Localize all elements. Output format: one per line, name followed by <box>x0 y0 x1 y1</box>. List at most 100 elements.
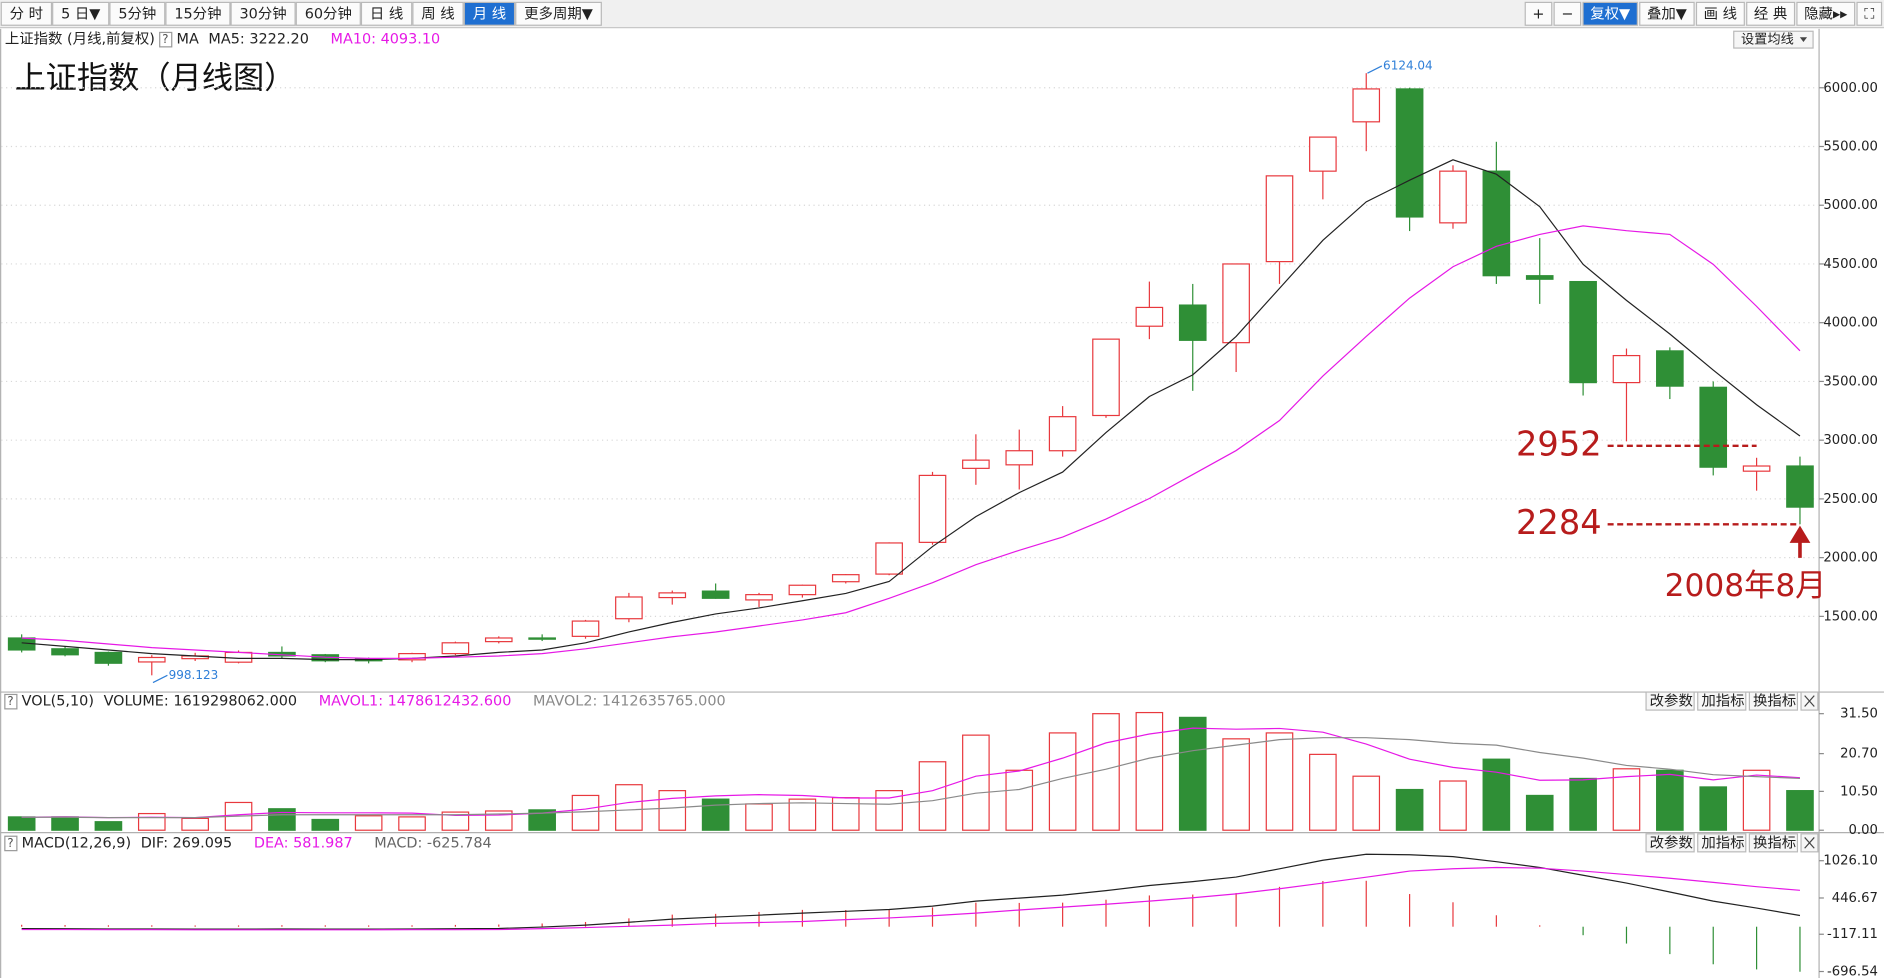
panel-button[interactable] <box>1748 691 1799 711</box>
candle-body <box>1178 304 1207 341</box>
period-button-label[interactable]: 周 线 <box>421 5 454 22</box>
panel-button[interactable] <box>1645 691 1695 711</box>
volume-bar <box>51 816 79 831</box>
period-button-label[interactable]: 更多周期▼ <box>524 5 594 22</box>
candle-body <box>1656 350 1684 387</box>
legend-entry: MAVOL2: 1412635765.000 <box>533 694 726 710</box>
candle-body <box>962 459 990 469</box>
period-button[interactable] <box>165 1 231 26</box>
legend-entry: DEA: 581.987 <box>254 835 353 851</box>
candle-body <box>701 590 730 599</box>
chart-subtitle: 上证指数 (月线,前复权) <box>5 30 155 48</box>
tool-button-label[interactable]: 画 线 <box>1704 5 1737 22</box>
panel-button[interactable] <box>1697 833 1747 853</box>
tool-button[interactable] <box>1695 1 1745 26</box>
volume-bar <box>7 816 36 831</box>
candle-body <box>1092 338 1120 417</box>
tool-button-label[interactable]: + <box>1532 6 1544 22</box>
ma-settings-label[interactable]: 设置均线 <box>1741 32 1794 48</box>
volume-bar <box>1569 777 1597 831</box>
help-box[interactable] <box>4 835 18 852</box>
indicator-line <box>21 866 1801 931</box>
period-button-label[interactable]: 分 时 <box>10 5 43 22</box>
volume-bar <box>484 810 513 831</box>
period-button-label[interactable]: 15分钟 <box>174 5 221 22</box>
panel-button-label[interactable]: 加指标 <box>1701 693 1744 710</box>
help-mark[interactable]: ? <box>162 32 168 46</box>
panel-button-label[interactable]: 改参数 <box>1650 693 1693 710</box>
candle-body <box>1135 306 1164 327</box>
volume-bar <box>1482 758 1511 831</box>
tool-button[interactable] <box>1524 1 1553 26</box>
candle-body <box>1352 88 1381 123</box>
y-tick-label: 446.67 <box>1832 891 1878 906</box>
ma-settings-button[interactable] <box>1733 30 1814 49</box>
panel-button-label[interactable]: 换指标 <box>1753 834 1796 851</box>
tool-button-label[interactable]: ⛶ <box>1864 6 1874 22</box>
volume-bar <box>398 816 426 831</box>
panel-button[interactable] <box>1645 833 1695 853</box>
period-button-label[interactable]: 60分钟 <box>305 5 352 22</box>
period-button-label[interactable]: 30分钟 <box>240 5 287 22</box>
tool-button-label[interactable]: 复权▼ <box>1590 4 1631 22</box>
panel-button-label[interactable]: 改参数 <box>1650 834 1693 851</box>
period-button[interactable] <box>295 1 361 26</box>
volume-bar <box>441 811 470 831</box>
tool-button[interactable] <box>1796 1 1856 26</box>
y-tick-label: 5500.00 <box>1823 139 1878 154</box>
panel-button-label[interactable]: 换指标 <box>1753 693 1796 710</box>
volume-bar <box>1612 768 1641 831</box>
candle-body <box>1525 275 1554 280</box>
volume-bar <box>1352 775 1381 831</box>
note-arrow <box>1789 525 1811 558</box>
tool-button[interactable] <box>1746 1 1796 26</box>
volume-bar <box>311 818 340 831</box>
help-mark[interactable]: ? <box>7 836 13 850</box>
period-button-label[interactable]: 月 线 <box>473 5 506 22</box>
indicator-line <box>21 727 1801 819</box>
period-button[interactable] <box>360 1 413 26</box>
candle-body <box>1309 136 1337 172</box>
period-button[interactable] <box>230 1 296 26</box>
volume-bar <box>1005 769 1034 831</box>
period-button-label[interactable]: 5 日▼ <box>61 6 101 22</box>
panel-button[interactable] <box>1697 691 1747 711</box>
period-button[interactable] <box>463 1 516 26</box>
volume-bar <box>571 794 600 831</box>
volume-bar <box>701 798 730 831</box>
volume-bar <box>788 798 817 831</box>
tool-button[interactable] <box>1582 1 1638 26</box>
indicator-line <box>21 159 1801 661</box>
candle-body <box>1569 280 1597 384</box>
tool-button[interactable] <box>1553 1 1582 26</box>
period-button[interactable] <box>109 1 166 26</box>
period-button[interactable] <box>412 1 464 26</box>
panel-button[interactable] <box>1748 833 1799 853</box>
panel-button-label[interactable]: 加指标 <box>1701 834 1744 851</box>
help-mark[interactable]: ? <box>7 694 13 708</box>
period-button[interactable] <box>52 1 110 26</box>
tool-button-label[interactable]: 隐藏▸▸ <box>1804 5 1848 22</box>
volume-bar <box>181 817 209 831</box>
y-tick-label: 2000.00 <box>1823 551 1878 566</box>
level-label: 2284 <box>1516 503 1602 542</box>
tool-button-label[interactable]: − <box>1561 6 1573 22</box>
volume-bar <box>1699 786 1728 831</box>
tool-button[interactable] <box>1856 1 1883 26</box>
period-button-label[interactable]: 5分钟 <box>118 5 156 22</box>
period-button-label[interactable]: 日 线 <box>370 5 403 22</box>
candle-body <box>1395 88 1424 218</box>
period-button[interactable] <box>515 1 602 26</box>
tool-button-label[interactable]: 经 典 <box>1754 5 1787 22</box>
indicator-line <box>21 853 1801 930</box>
help-box[interactable] <box>4 693 18 710</box>
chart-title: 上证指数（月线图） <box>14 60 295 96</box>
candle-body <box>528 637 556 640</box>
period-button[interactable] <box>0 1 53 26</box>
help-box[interactable] <box>159 31 173 48</box>
tool-button-label[interactable]: 叠加▼ <box>1647 5 1688 22</box>
candle-body <box>94 651 123 664</box>
tool-button[interactable] <box>1639 1 1695 26</box>
legend-entry: VOLUME: 1619298062.000 <box>104 694 298 710</box>
